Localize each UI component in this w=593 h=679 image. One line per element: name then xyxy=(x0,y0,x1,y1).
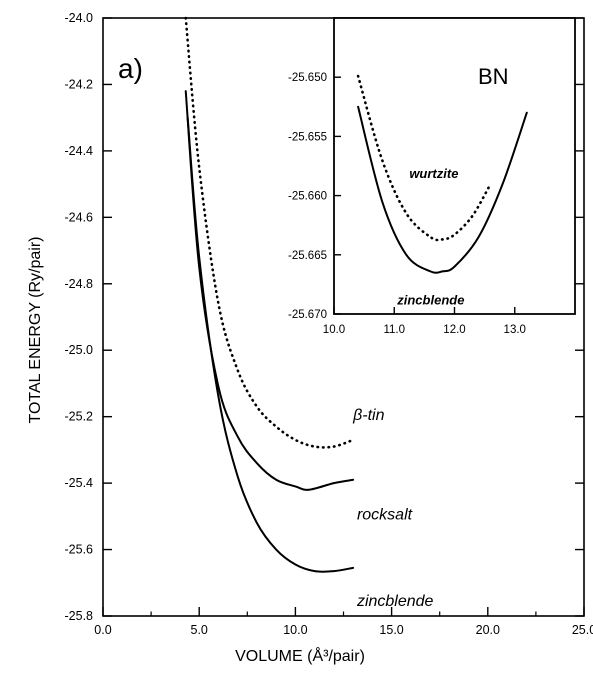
y-tick-label: -25.0 xyxy=(65,343,94,357)
panel-label: a) xyxy=(118,53,143,84)
inset-curve-label-zincblende: zincblende xyxy=(396,293,464,308)
curve-label-tin: β-tin xyxy=(352,407,384,424)
curve-label-zincblende: zincblende xyxy=(356,593,434,610)
y-tick-label: -24.6 xyxy=(65,210,94,224)
inset-curve-label-wurtzite: wurtzite xyxy=(409,166,458,181)
y-tick-label: -24.0 xyxy=(65,11,94,25)
x-tick-label: 10.0 xyxy=(283,623,307,637)
y-tick-label: -25.6 xyxy=(65,543,94,557)
x-tick-label: 15.0 xyxy=(379,623,403,637)
x-tick-label: 20.0 xyxy=(476,623,500,637)
y-tick-label: -25.2 xyxy=(65,410,94,424)
inset-x-tick-label: 12.0 xyxy=(443,324,465,336)
inset-material-label: BN xyxy=(478,64,509,89)
y-axis-title: TOTAL ENERGY (Ry/pair) xyxy=(27,237,44,424)
inset-y-tick-label: -25.665 xyxy=(288,250,327,262)
x-axis-title: VOLUME (Å³/pair) xyxy=(235,646,365,665)
y-tick-label: -24.2 xyxy=(65,77,94,91)
inset-y-tick-label: -25.650 xyxy=(288,72,327,84)
inset-x-tick-label: 11.0 xyxy=(383,324,405,336)
x-tick-label: 5.0 xyxy=(191,623,208,637)
y-tick-label: -25.4 xyxy=(65,476,94,490)
inset-y-tick-label: -25.660 xyxy=(288,191,327,203)
y-tick-label: -25.8 xyxy=(65,609,94,623)
inset-y-tick-label: -25.655 xyxy=(288,131,327,143)
x-tick-label: 25.0 xyxy=(572,623,593,637)
x-tick-label: 0.0 xyxy=(94,623,111,637)
inset-x-tick-label: 13.0 xyxy=(504,324,526,336)
y-tick-label: -24.8 xyxy=(65,277,94,291)
inset-x-tick-label: 10.0 xyxy=(323,324,345,336)
y-tick-label: -24.4 xyxy=(65,144,94,158)
curve-label-rocksalt: rocksalt xyxy=(357,507,413,524)
inset-y-tick-label: -25.670 xyxy=(288,309,327,321)
